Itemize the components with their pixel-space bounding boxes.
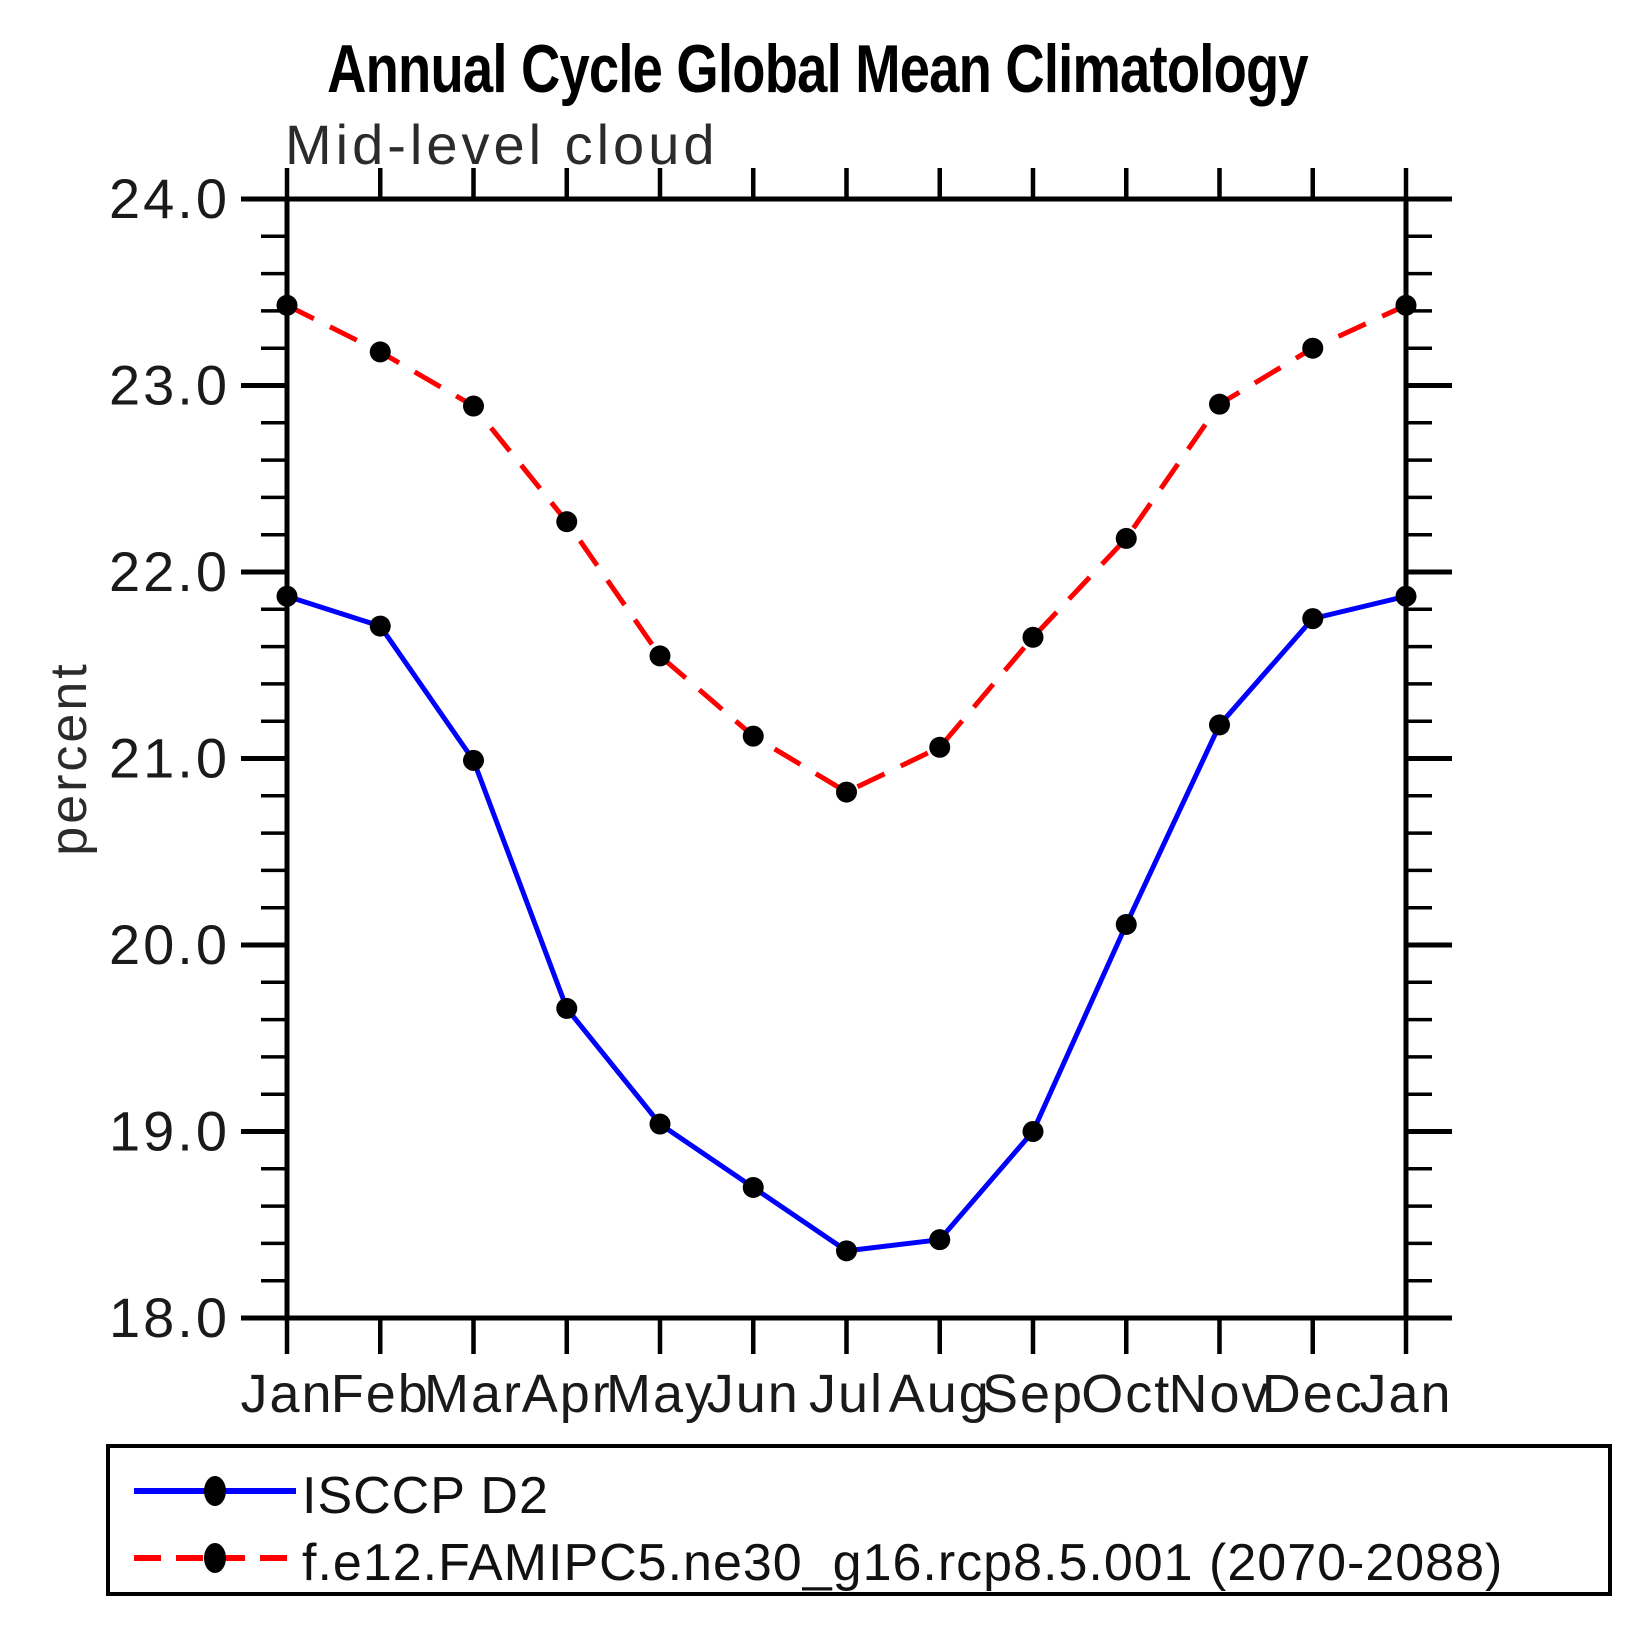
month-label: Jan (240, 1364, 333, 1424)
y-tick-label: 23.0 (109, 354, 230, 417)
series-line-0 (286, 593, 1407, 1254)
y-tick-label: 20.0 (109, 913, 230, 976)
month-label: May (606, 1364, 714, 1424)
data-point-marker (1115, 527, 1137, 549)
y-tick-label: 22.0 (109, 540, 230, 603)
data-point-marker (929, 1229, 951, 1251)
data-point-marker (1302, 608, 1324, 630)
page-title: Annual Cycle Global Mean Climatology (327, 31, 1309, 107)
month-label: Jul (809, 1364, 884, 1424)
data-point-marker (1022, 626, 1044, 648)
data-point-marker (929, 736, 951, 758)
data-point-marker (1395, 294, 1417, 316)
data-point-marker (276, 294, 298, 316)
legend-box: ISCCP D2 f.e12.FAMIPC5.ne30_g16.rcp8.5.0… (106, 1444, 1612, 1596)
y-tick-label: 24.0 (109, 167, 230, 230)
month-label: Oct (1081, 1364, 1171, 1424)
legend-sample-marker (204, 1476, 226, 1506)
month-label: Apr (522, 1364, 612, 1424)
legend-label-isccp: ISCCP D2 (302, 1467, 549, 1525)
month-label: Nov (1168, 1364, 1270, 1424)
data-point-marker (276, 585, 298, 607)
data-point-marker (369, 341, 391, 363)
month-label: Sep (982, 1364, 1084, 1424)
month-label: Aug (889, 1364, 991, 1424)
legend-line-sample-dashed (134, 1543, 296, 1573)
data-point-marker (836, 1240, 857, 1262)
data-point-marker (369, 615, 391, 637)
y-tick-label: 21.0 (109, 727, 230, 790)
series-line-1 (285, 303, 1408, 795)
data-point-marker (1022, 1121, 1044, 1142)
data-point-marker (649, 645, 671, 667)
data-point-marker (1209, 714, 1230, 736)
legend-sample-marker (204, 1543, 226, 1573)
plot-frame (284, 196, 1409, 1321)
legend-label-model: f.e12.FAMIPC5.ne30_g16.rcp8.5.001 (2070-… (302, 1534, 1504, 1592)
data-point-marker (1115, 913, 1137, 935)
data-point-marker (463, 395, 484, 417)
data-point-marker (1209, 393, 1230, 415)
data-point-marker (556, 997, 578, 1019)
data-point-marker (463, 749, 484, 771)
data-point-marker (742, 1176, 764, 1198)
data-point-marker (1395, 585, 1417, 607)
y-tick-label: 18.0 (109, 1286, 230, 1349)
data-point-marker (1302, 337, 1324, 359)
month-label: Dec (1262, 1364, 1364, 1424)
month-label: Feb (331, 1364, 430, 1424)
data-point-marker (556, 511, 578, 533)
y-axis-title: percent (40, 661, 98, 855)
legend-line-sample-solid (134, 1476, 296, 1506)
y-tick-label: 19.0 (109, 1100, 230, 1163)
month-label: Mar (424, 1364, 523, 1424)
data-point-marker (742, 725, 764, 747)
data-point-marker (649, 1113, 671, 1135)
month-label: Jun (707, 1364, 800, 1424)
data-point-marker (836, 781, 857, 803)
chart-subtitle: Mid-level cloud (285, 113, 719, 176)
month-label: Jan (1359, 1364, 1452, 1424)
